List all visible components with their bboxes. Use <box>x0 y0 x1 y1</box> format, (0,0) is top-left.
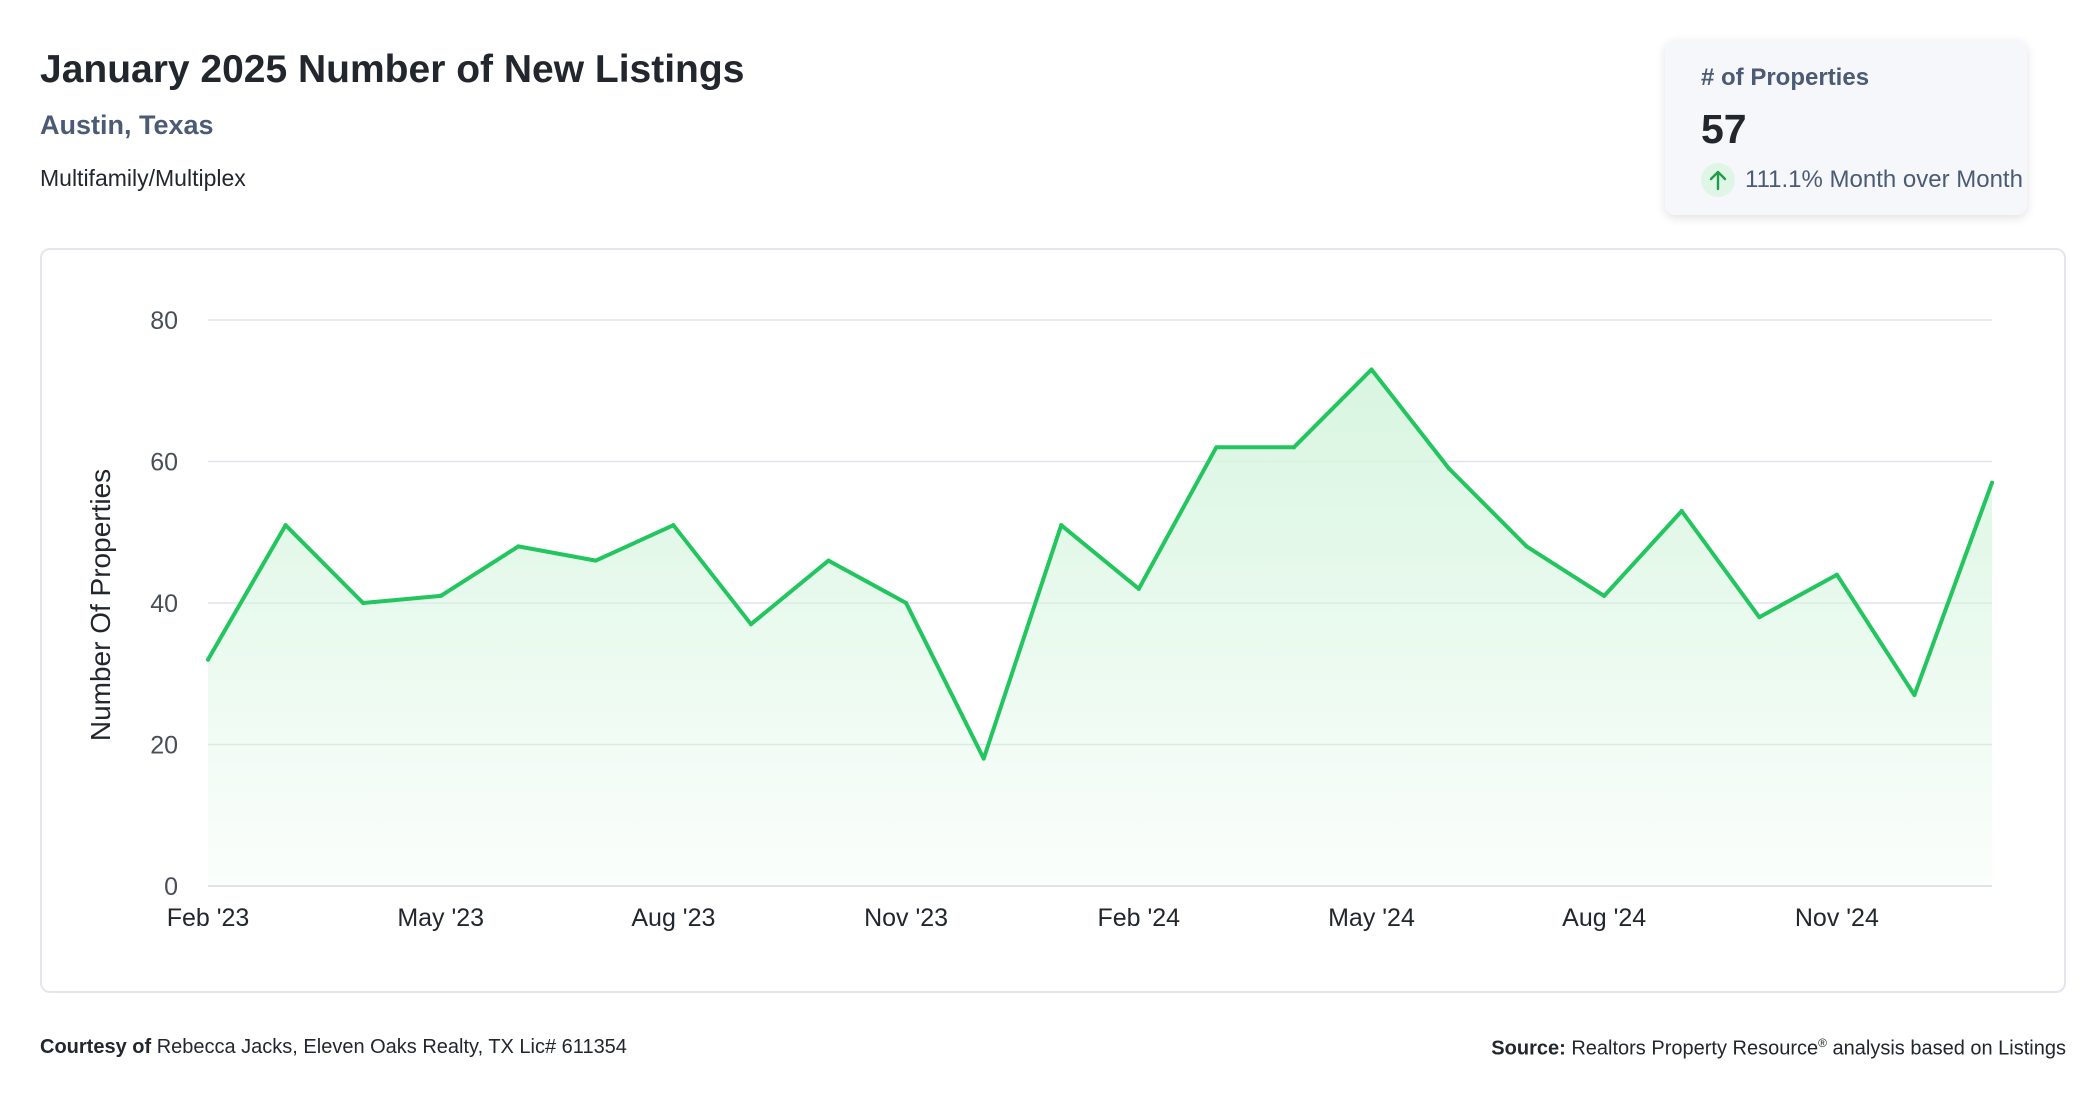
registered-mark: ® <box>1818 1036 1827 1050</box>
x-axis-ticks: Feb '23 May '23 Aug '23 Nov '23 Feb '24 May '… <box>167 904 1879 932</box>
kpi-card: # of Properties 57 111.1% Month over Mon… <box>1665 40 2027 215</box>
x-tick-label: May '23 <box>397 904 484 932</box>
data-point <box>1757 615 1762 620</box>
data-point <box>1447 466 1452 471</box>
data-point <box>1679 509 1684 514</box>
x-tick-label: Aug '23 <box>631 904 715 932</box>
x-tick-label: Feb '24 <box>1097 904 1180 932</box>
y-axis-label: Number Of Properties <box>85 469 116 741</box>
arrow-up-icon <box>1701 163 1735 197</box>
courtesy-label: Courtesy of <box>40 1036 152 1058</box>
x-tick-label: May '24 <box>1328 904 1415 932</box>
data-point <box>1834 572 1839 577</box>
property-type-label: Multifamily/Multiplex <box>40 165 246 191</box>
data-point <box>748 622 753 627</box>
data-point <box>1990 480 1994 485</box>
data-point <box>1136 586 1141 591</box>
chart-frame: 0 20 40 60 80 Feb '23 May '23 Aug '23 Nov '23 Fe… <box>40 248 2066 993</box>
data-point <box>1524 544 1529 549</box>
data-point <box>981 756 986 761</box>
kpi-label: # of Properties <box>1701 64 1870 91</box>
y-tick-label: 60 <box>150 449 178 477</box>
series-area <box>208 369 1992 886</box>
source-text-a: Realtors Property Resource <box>1571 1037 1819 1060</box>
source-footer: Source: Realtors Property Resource® anal… <box>1491 1036 2066 1061</box>
x-tick-label: Nov '23 <box>864 904 948 932</box>
data-point <box>283 523 288 528</box>
header: January 2025 Number of New Listings Aust… <box>40 48 744 192</box>
data-point <box>1291 445 1296 450</box>
source-label: Source: <box>1491 1037 1566 1060</box>
x-tick-label: Feb '23 <box>167 904 250 932</box>
data-point <box>1602 593 1607 598</box>
courtesy-text: Rebecca Jacks, Eleven Oaks Realty, TX Li… <box>156 1036 627 1058</box>
data-point <box>1059 523 1064 528</box>
data-point <box>206 657 210 662</box>
y-tick-label: 80 <box>150 307 178 335</box>
series-line <box>206 367 1994 761</box>
data-point <box>361 601 366 605</box>
kpi-change-text: 111.1% Month over Month <box>1745 166 2023 193</box>
data-point <box>1214 445 1219 450</box>
data-point <box>1369 367 1374 372</box>
courtesy-footer: Courtesy of Rebecca Jacks, Eleven Oaks R… <box>40 1036 627 1059</box>
page-title: January 2025 Number of New Listings <box>40 48 745 91</box>
y-tick-label: 20 <box>150 732 178 760</box>
y-tick-label: 0 <box>164 873 178 901</box>
source-text-b: analysis based on Listings <box>1832 1037 2066 1060</box>
kpi-value: 57 <box>1701 106 1747 152</box>
x-tick-label: Aug '24 <box>1562 904 1646 932</box>
data-point <box>1912 692 1917 697</box>
location-subtitle: Austin, Texas <box>40 110 214 140</box>
x-tick-label: Nov '24 <box>1795 904 1879 932</box>
data-points <box>206 367 1994 761</box>
y-axis-ticks: 0 20 40 60 80 <box>150 307 178 901</box>
data-point <box>593 558 598 563</box>
data-point <box>671 523 676 528</box>
data-point <box>826 558 831 563</box>
data-point <box>438 593 443 598</box>
y-tick-label: 40 <box>150 590 178 618</box>
data-point <box>904 601 909 605</box>
kpi-change: 111.1% Month over Month <box>1701 163 2027 197</box>
data-point <box>516 544 521 549</box>
